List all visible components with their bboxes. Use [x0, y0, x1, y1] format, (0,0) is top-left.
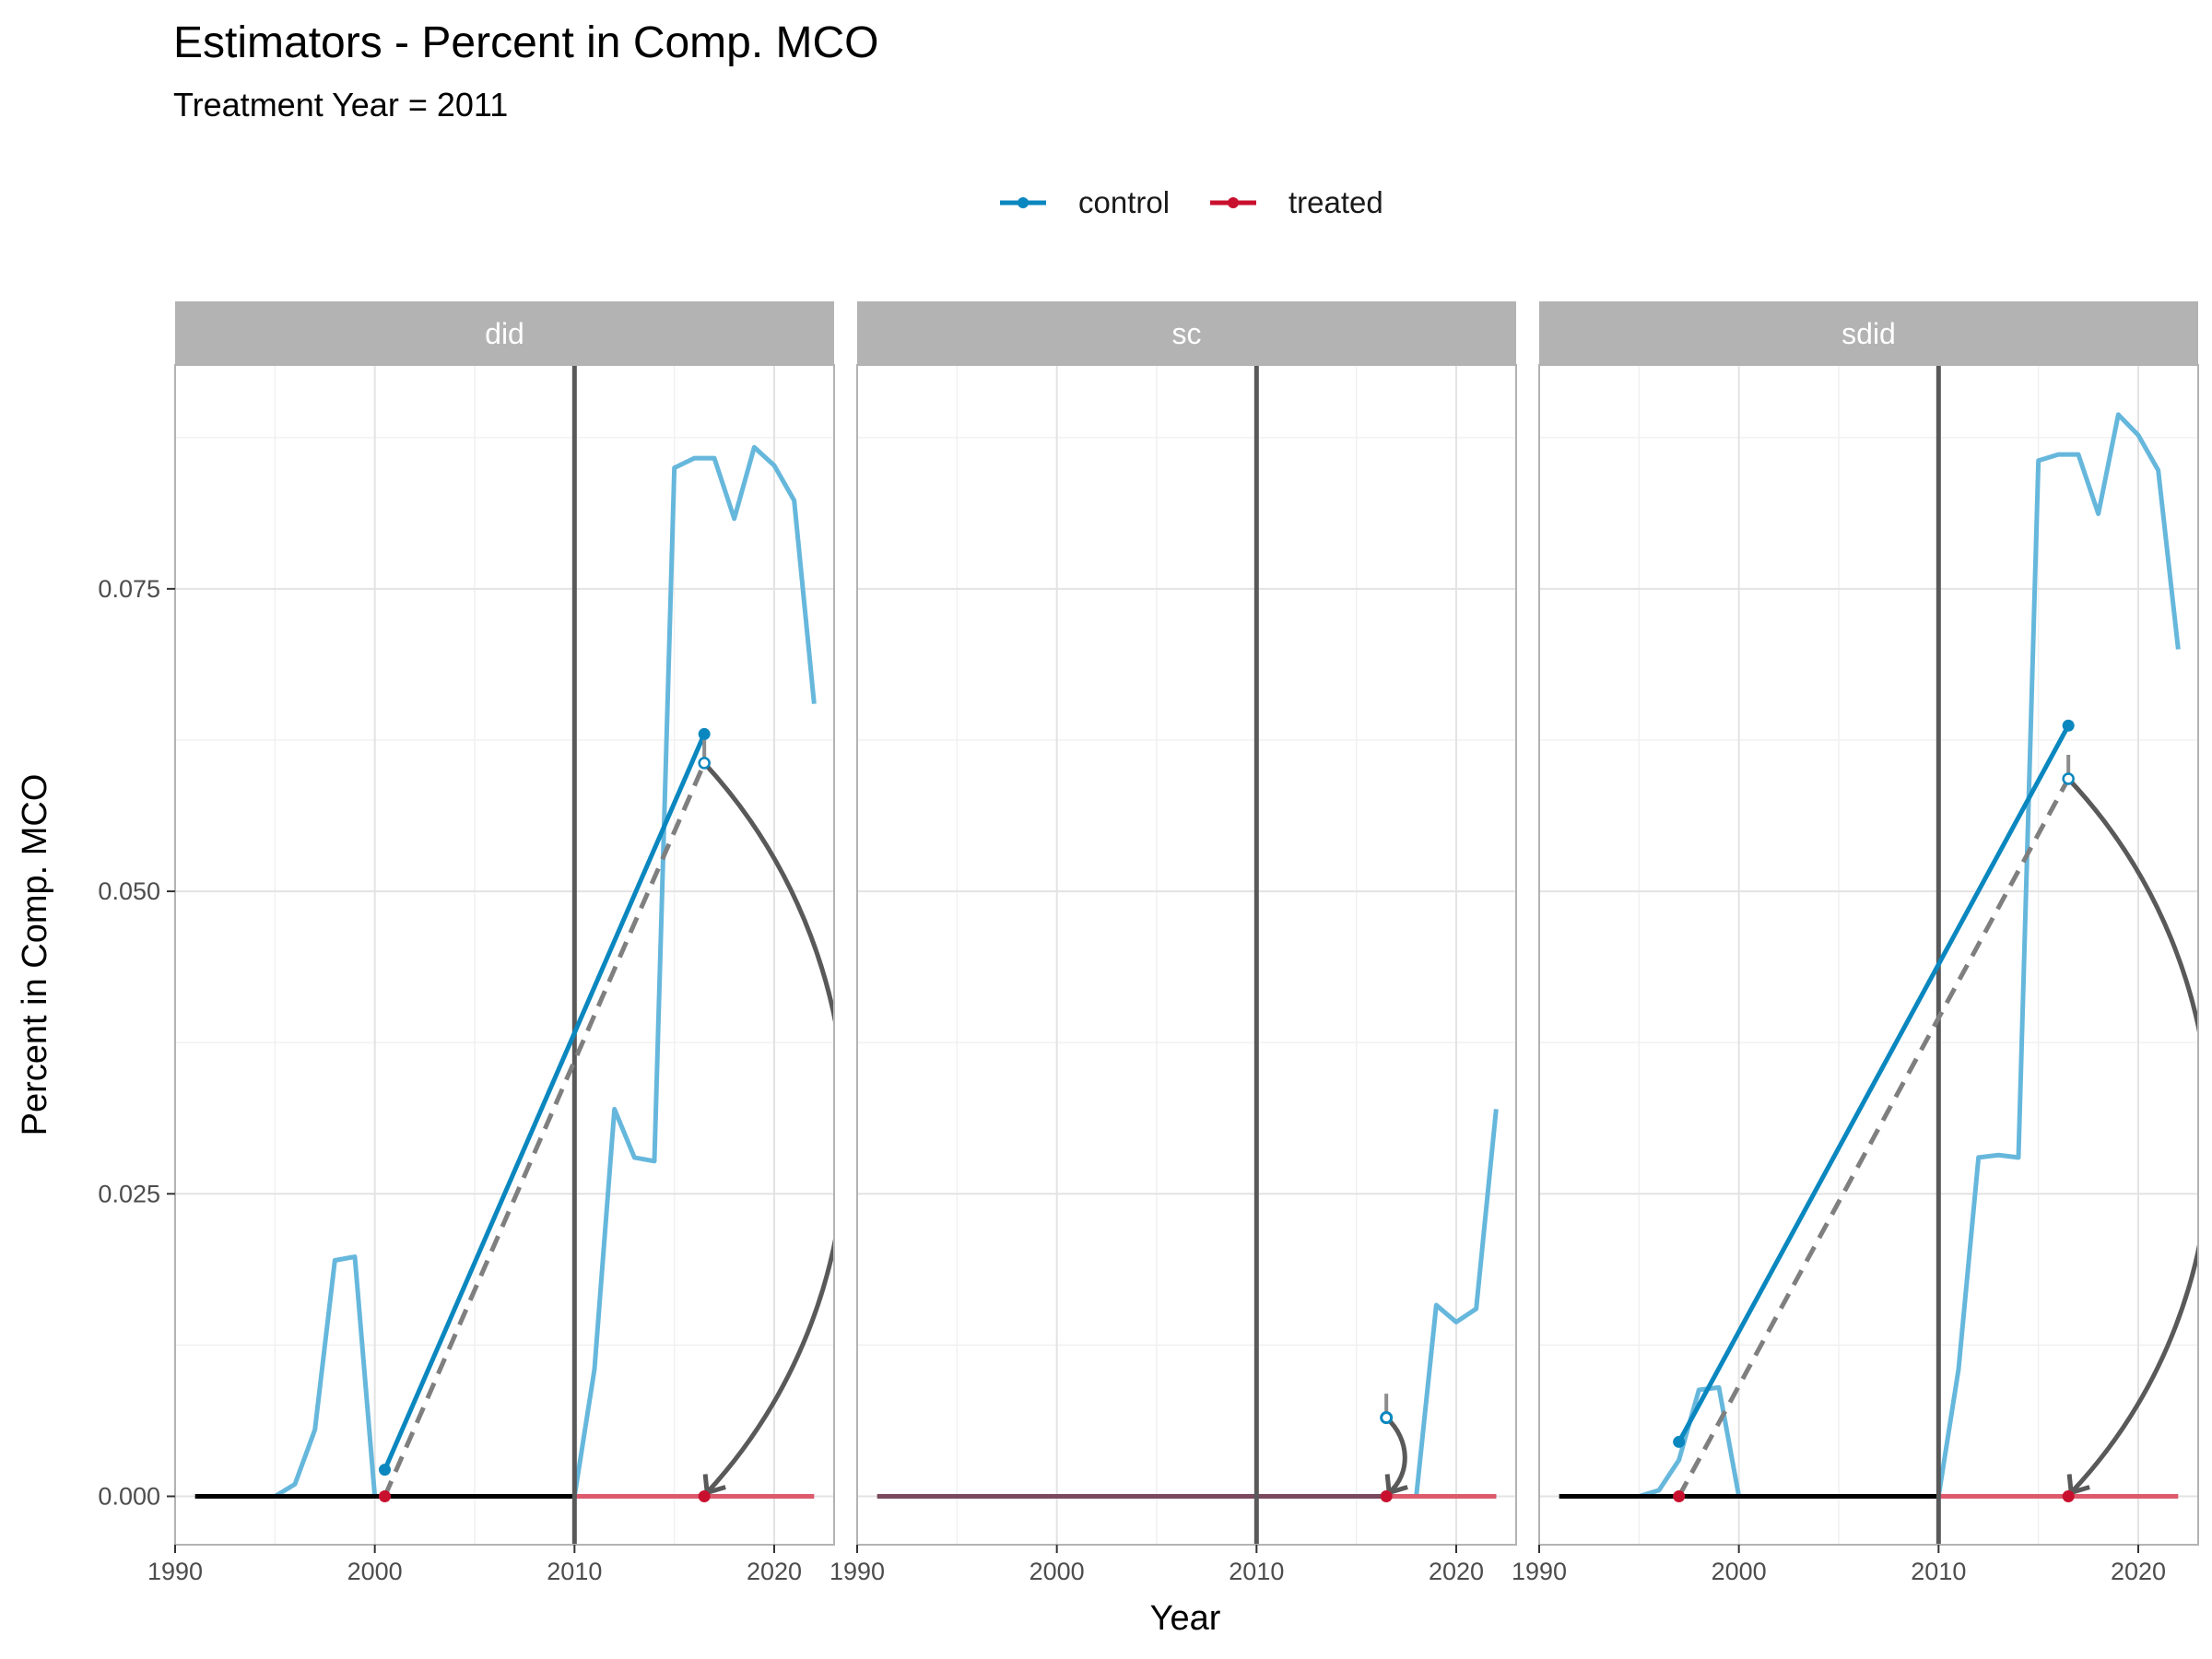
x-tick-label: 2010: [1229, 1558, 1284, 1585]
chart-subtitle: Treatment Year = 2011: [173, 86, 508, 124]
x-axis-title: Year: [1150, 1599, 1221, 1638]
panel-border-did: [174, 364, 835, 1546]
y-tick-label: 0.000: [98, 1482, 160, 1510]
counterfactual-point: [698, 757, 711, 770]
panel-did: did 1990 2000 2010 2020 0.000 0.025 0.050 0.075: [98, 301, 835, 1585]
data-layer-sdid: [1559, 365, 2198, 1545]
treated-point: [698, 1489, 711, 1502]
y-axis-title: Percent in Comp. MCO: [16, 774, 54, 1136]
y-tick-label: 0.075: [98, 575, 160, 603]
control-trend-line: [382, 733, 707, 1471]
x-tick-label: 1990: [830, 1558, 885, 1585]
control-trend-line: [1677, 724, 2071, 1443]
effect-arrow: [1384, 1416, 1407, 1495]
data-layer-sc: [877, 365, 1499, 1545]
data-layer-did: [194, 365, 834, 1545]
counterfactual-point: [2062, 772, 2075, 785]
x-tick-label: 2010: [1911, 1558, 1966, 1585]
strip-did: [175, 301, 834, 365]
x-tick-label: 2020: [1429, 1558, 1484, 1585]
control-series-line: [1414, 1109, 1499, 1497]
panel-border-sc: [856, 364, 1517, 1546]
panel-sdid: sdid 1990 2000 2010 2020: [1512, 301, 2199, 1585]
y-tick-label: 0.025: [98, 1180, 160, 1207]
x-tick-label: 2000: [1712, 1558, 1767, 1585]
control-series-line: [1638, 412, 2181, 1499]
strip-label-sdid: sdid: [1841, 317, 1896, 350]
x-tick-label: 2000: [1030, 1558, 1085, 1585]
legend-label-treated: treated: [1288, 185, 1383, 219]
x-tick-label: 2010: [547, 1558, 602, 1585]
legend-key-control-point: [1018, 197, 1029, 208]
legend-label-control: control: [1078, 185, 1170, 219]
control-point: [1380, 1411, 1394, 1425]
strip-label-sc: sc: [1172, 317, 1202, 350]
effect-arrow: [2066, 777, 2198, 1495]
x-tick-label: 2000: [347, 1558, 403, 1585]
x-tick-label: 1990: [147, 1558, 203, 1585]
effect-arrow: [702, 761, 834, 1495]
treated-point: [2062, 1489, 2075, 1502]
counterfactual-dashed-line: [1677, 777, 2071, 1498]
control-point: [379, 1464, 391, 1477]
legend-key-treated-point: [1228, 197, 1239, 208]
panel-border-sdid: [1538, 364, 2199, 1546]
y-tick-label: 0.050: [98, 877, 160, 905]
strip-label-did: did: [485, 317, 524, 350]
strip-sc: [857, 301, 1516, 365]
x-tick-label: 1990: [1512, 1558, 1567, 1585]
strip-sdid: [1539, 301, 2198, 365]
legend: control treated: [1000, 185, 1383, 219]
treated-point: [1380, 1489, 1393, 1502]
x-tick-label: 2020: [747, 1558, 802, 1585]
control-point: [1673, 1435, 1686, 1448]
control-series-line: [274, 444, 817, 1499]
x-tick-label: 2020: [2111, 1558, 2166, 1585]
chart-title: Estimators - Percent in Comp. MCO: [173, 18, 879, 67]
control-point: [698, 727, 711, 740]
treated-point: [1673, 1489, 1686, 1502]
control-point: [2062, 719, 2075, 732]
panel-sc: sc 1990 2000 2010 2020: [830, 301, 1517, 1585]
treated-point: [379, 1489, 391, 1502]
